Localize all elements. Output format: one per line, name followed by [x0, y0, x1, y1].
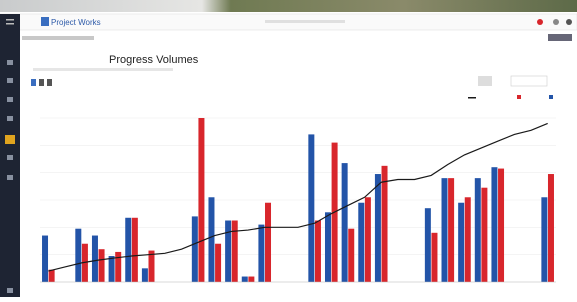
legend-swatch — [549, 95, 553, 99]
bar — [498, 169, 504, 282]
bar — [115, 252, 121, 282]
bar — [431, 233, 437, 282]
app-name: Project Works — [51, 18, 101, 27]
bar — [382, 166, 388, 282]
bar — [348, 229, 354, 282]
bar — [265, 203, 271, 282]
bar — [448, 178, 454, 282]
bar — [325, 212, 331, 282]
settings-icon[interactable] — [553, 19, 559, 25]
bar — [125, 218, 131, 282]
screen: Project Works Progress Volumes — [0, 0, 577, 297]
chart-subtitle-placeholder — [33, 68, 173, 71]
notification-icon[interactable] — [537, 19, 543, 25]
bar — [425, 208, 431, 282]
bar — [342, 163, 348, 282]
menu-icon[interactable] — [6, 19, 14, 21]
sidebar-active-item[interactable] — [5, 135, 15, 144]
bar — [315, 221, 321, 283]
bar — [232, 221, 238, 283]
bar — [49, 270, 55, 282]
bar — [92, 236, 98, 282]
toolbar-icons[interactable] — [548, 34, 572, 41]
bar — [142, 268, 148, 282]
legend-swatch — [517, 95, 521, 99]
chart-tool-icon[interactable] — [39, 79, 44, 86]
chart-tool-icon[interactable] — [47, 79, 52, 86]
logo-icon — [41, 17, 49, 26]
bar — [132, 218, 138, 282]
bar — [375, 174, 381, 282]
bar — [215, 244, 221, 282]
chart-title: Progress Volumes — [109, 54, 199, 66]
bar — [465, 197, 471, 282]
bar — [109, 256, 115, 282]
bar — [365, 197, 371, 282]
bar — [442, 178, 448, 282]
user-icon[interactable] — [566, 19, 572, 25]
bar — [541, 197, 547, 282]
bar — [198, 118, 204, 282]
bar — [481, 188, 487, 282]
bar — [358, 203, 364, 282]
view-toggle[interactable] — [478, 76, 492, 86]
bar — [548, 174, 554, 282]
bar — [248, 277, 254, 282]
bar — [242, 277, 248, 282]
bar — [225, 221, 231, 283]
bar — [491, 167, 497, 282]
search-box[interactable] — [265, 20, 345, 23]
legend-swatch — [468, 97, 476, 99]
bar — [192, 216, 198, 282]
bar — [308, 134, 314, 282]
bar — [208, 197, 214, 282]
bar — [458, 203, 464, 282]
breadcrumb — [22, 36, 94, 40]
banner-image — [0, 0, 577, 12]
bar — [75, 229, 81, 282]
chart-tool-icon[interactable] — [31, 79, 36, 86]
dropdown[interactable] — [511, 76, 547, 86]
bar — [99, 249, 105, 282]
bar — [258, 225, 264, 282]
menu-icon — [6, 23, 14, 25]
bar — [42, 236, 48, 282]
bar — [148, 251, 154, 282]
bar — [475, 178, 481, 282]
